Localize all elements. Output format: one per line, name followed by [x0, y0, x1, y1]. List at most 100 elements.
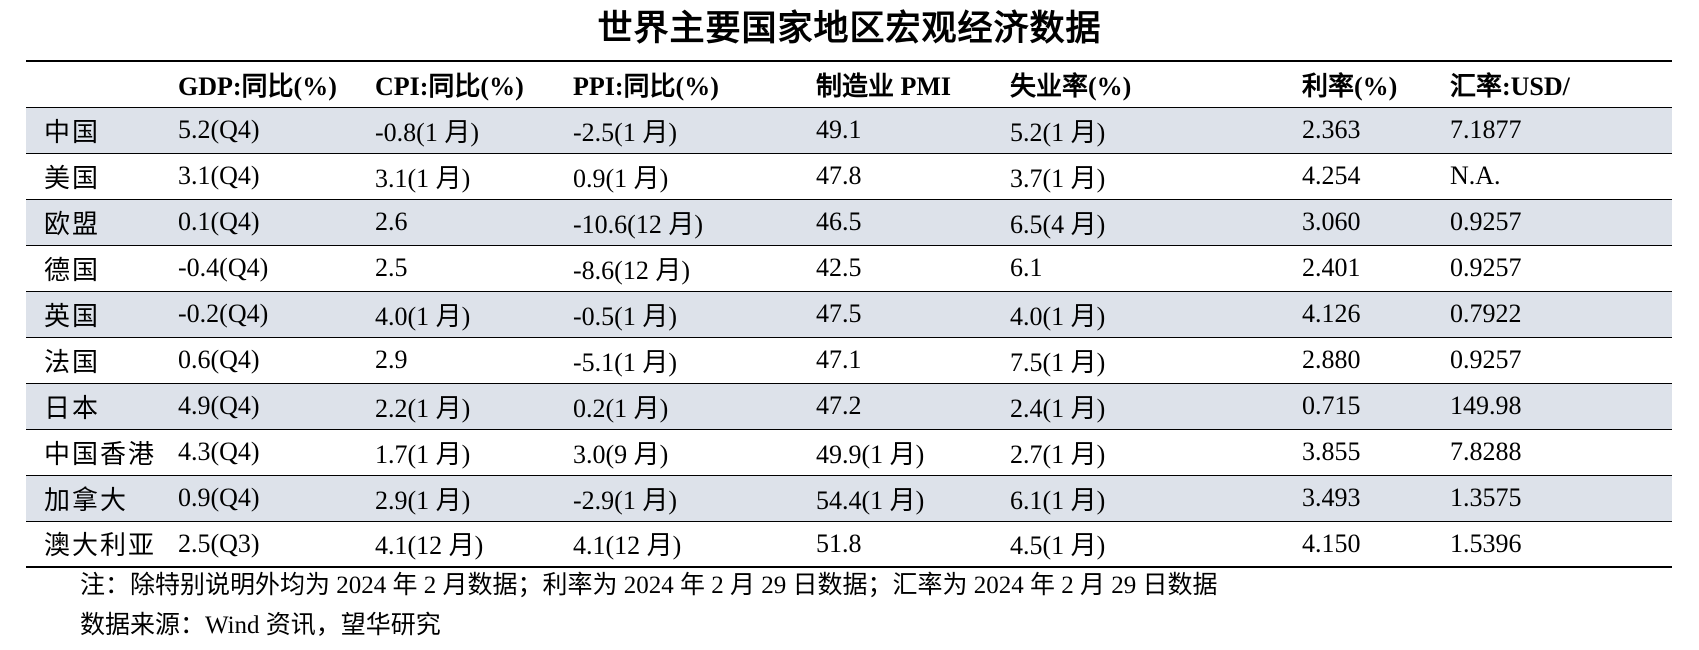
header-cell: 汇率:USD/	[1450, 71, 1570, 101]
macro-data-table: GDP:同比(%) CPI:同比(%) PPI:同比(%) 制造业 PMI 失业…	[26, 60, 1672, 568]
table-cell: 0.2(1 月)	[573, 393, 669, 423]
table-cell: 3.1(1 月)	[375, 163, 471, 193]
table-cell: 0.9257	[1450, 253, 1522, 282]
table-cell: 7.8288	[1450, 437, 1522, 466]
table-row: 澳大利亚 2.5(Q3) 4.1(12 月) 4.1(12 月) 51.8 4.…	[26, 521, 1672, 567]
table-cell: -2.5(1 月)	[573, 117, 677, 147]
table-cell: 4.126	[1302, 299, 1361, 328]
table-row: 中国 5.2(Q4) -0.8(1 月) -2.5(1 月) 49.1 5.2(…	[26, 107, 1672, 153]
table-cell: 1.7(1 月)	[375, 439, 471, 469]
table-cell: 2.5(Q3)	[178, 528, 260, 558]
table-cell: 47.1	[816, 345, 862, 374]
table-cell: 2.880	[1302, 345, 1361, 374]
table-cell: 6.1(1 月)	[1010, 485, 1106, 515]
table-cell: 德国	[44, 255, 101, 285]
table-cell: 2.9	[375, 345, 408, 374]
table-cell: 0.7922	[1450, 299, 1522, 328]
table-cell: 3.1(Q4)	[178, 161, 260, 190]
table-cell: 0.9(Q4)	[178, 483, 260, 512]
table-cell: 加拿大	[44, 485, 129, 515]
table-cell: 欧盟	[44, 209, 101, 239]
table-cell: 47.5	[816, 299, 862, 328]
table-cell: 7.1877	[1450, 115, 1522, 144]
table-row: 英国 -0.2(Q4) 4.0(1 月) -0.5(1 月) 47.5 4.0(…	[26, 291, 1672, 337]
table-cell: 4.1(12 月)	[573, 531, 682, 561]
table-cell: 51.8	[816, 528, 862, 558]
table-cell: 54.4(1 月)	[816, 485, 925, 515]
table-cell: 1.3575	[1450, 483, 1522, 512]
table-row: 德国 -0.4(Q4) 2.5 -8.6(12 月) 42.5 6.1 2.40…	[26, 245, 1672, 291]
table-row: 中国香港 4.3(Q4) 1.7(1 月) 3.0(9 月) 49.9(1 月)…	[26, 429, 1672, 475]
table-cell: 2.7(1 月)	[1010, 439, 1106, 469]
header-cell	[26, 61, 178, 107]
table-cell: 澳大利亚	[44, 531, 157, 561]
table-cell: 46.5	[816, 207, 862, 236]
table-cell: 3.855	[1302, 437, 1361, 466]
table-cell: 2.4(1 月)	[1010, 393, 1106, 423]
table-cell: 0.6(Q4)	[178, 345, 260, 374]
table-row: 日本 4.9(Q4) 2.2(1 月) 0.2(1 月) 47.2 2.4(1 …	[26, 383, 1672, 429]
page-title: 世界主要国家地区宏观经济数据	[597, 9, 1102, 48]
table-cell: 149.98	[1450, 391, 1522, 420]
table-row: 加拿大 0.9(Q4) 2.9(1 月) -2.9(1 月) 54.4(1 月)…	[26, 475, 1672, 521]
table-row: 美国 3.1(Q4) 3.1(1 月) 0.9(1 月) 47.8 3.7(1 …	[26, 153, 1672, 199]
table-cell: 法国	[44, 347, 101, 377]
table-cell: 2.401	[1302, 253, 1361, 282]
table-cell: 2.6	[375, 207, 408, 236]
table-cell: 中国香港	[44, 439, 157, 469]
table-cell: 6.5(4 月)	[1010, 209, 1106, 239]
table-cell: 2.5	[375, 253, 408, 282]
table-body: 中国 5.2(Q4) -0.8(1 月) -2.5(1 月) 49.1 5.2(…	[26, 107, 1672, 567]
header-cell: 利率(%)	[1302, 71, 1398, 101]
table-cell: -0.4(Q4)	[178, 253, 269, 282]
table-cell: -2.9(1 月)	[573, 485, 677, 515]
table-cell: 4.3(Q4)	[178, 437, 260, 466]
table-cell: 中国	[44, 117, 101, 147]
table-cell: 49.9(1 月)	[816, 439, 925, 469]
table-cell: 0.9(1 月)	[573, 163, 669, 193]
table-cell: 7.5(1 月)	[1010, 347, 1106, 377]
table-cell: 5.2(1 月)	[1010, 117, 1106, 147]
table-cell: 0.9257	[1450, 207, 1522, 236]
table-cell: 47.8	[816, 161, 862, 190]
table-cell: 4.254	[1302, 161, 1361, 190]
header-cell: 制造业 PMI	[816, 71, 952, 101]
table-cell: 2.363	[1302, 115, 1361, 144]
table-cell: -0.8(1 月)	[375, 117, 479, 147]
table-row: 欧盟 0.1(Q4) 2.6 -10.6(12 月) 46.5 6.5(4 月)…	[26, 199, 1672, 245]
table-cell: 4.1(12 月)	[375, 531, 484, 561]
table-cell: 1.5396	[1450, 528, 1522, 558]
table-cell: 4.0(1 月)	[1010, 301, 1106, 331]
table-cell: 2.9(1 月)	[375, 485, 471, 515]
table-row: 法国 0.6(Q4) 2.9 -5.1(1 月) 47.1 7.5(1 月) 2…	[26, 337, 1672, 383]
table-cell: 0.9257	[1450, 345, 1522, 374]
table-cell: 4.9(Q4)	[178, 391, 260, 420]
table-cell: 3.060	[1302, 207, 1361, 236]
header-cell: CPI:同比(%)	[375, 71, 524, 101]
header-cell: GDP:同比(%)	[178, 71, 337, 101]
table-cell: -0.5(1 月)	[573, 301, 677, 331]
header-cell: 失业率(%)	[1010, 71, 1132, 101]
note-text: 注：除特别说明外均为 2024 年 2 月数据；利率为 2024 年 2 月 2…	[80, 572, 1218, 599]
source-text: 数据来源：Wind 资讯，望华研究	[80, 612, 441, 639]
table-cell: 4.0(1 月)	[375, 301, 471, 331]
table-cell: 2.2(1 月)	[375, 393, 471, 423]
table-cell: -0.2(Q4)	[178, 299, 269, 328]
table-cell: -8.6(12 月)	[573, 255, 690, 285]
table-header-row: GDP:同比(%) CPI:同比(%) PPI:同比(%) 制造业 PMI 失业…	[26, 61, 1672, 107]
table-cell: 英国	[44, 301, 101, 331]
table-cell: 6.1	[1010, 253, 1043, 282]
macro-data-table-container: GDP:同比(%) CPI:同比(%) PPI:同比(%) 制造业 PMI 失业…	[26, 60, 1672, 568]
table-cell: 4.5(1 月)	[1010, 531, 1106, 561]
table-cell: 5.2(Q4)	[178, 115, 260, 144]
table-cell: 4.150	[1302, 528, 1361, 558]
header-cell: PPI:同比(%)	[573, 71, 719, 101]
table-cell: -5.1(1 月)	[573, 347, 677, 377]
table-cell: N.A.	[1450, 161, 1501, 190]
table-cell: 日本	[44, 393, 101, 423]
table-cell: 49.1	[816, 115, 862, 144]
table-cell: -10.6(12 月)	[573, 209, 703, 239]
table-cell: 3.0(9 月)	[573, 439, 669, 469]
table-cell: 42.5	[816, 253, 862, 282]
table-cell: 3.493	[1302, 483, 1361, 512]
